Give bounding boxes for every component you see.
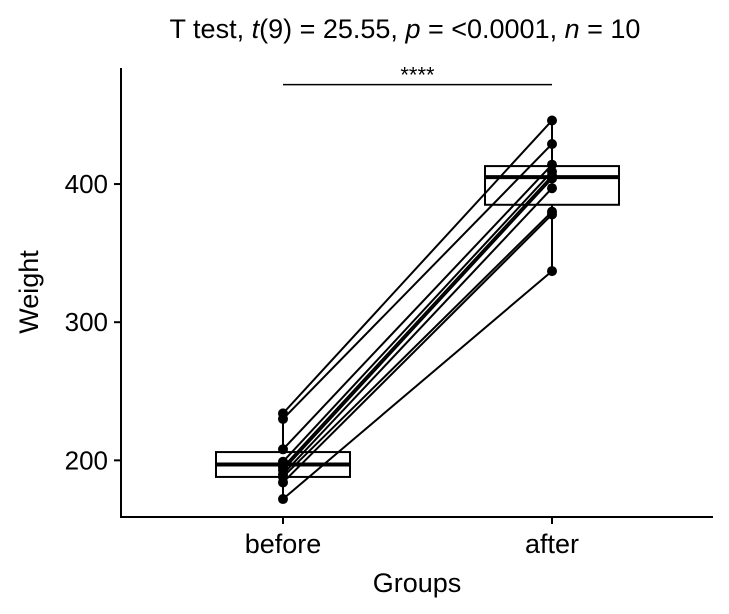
chart-title: T test, t(9) = 25.55, p = <0.0001, n = 1… [170,14,641,44]
x-tick-label-before: before [245,529,322,559]
pair-line-1 [282,270,553,500]
title-t-symbol: t [252,14,261,44]
pair-line-4 [282,187,553,475]
x-axis-label: Groups [373,568,462,598]
title-p-symbol: p [404,14,420,44]
title-text-3: = <0.0001, [420,14,564,44]
title-n-symbol: n [565,14,580,44]
significance-label: **** [400,63,435,88]
y-tick-label-200: 200 [65,445,108,475]
point-before-10 [278,408,288,419]
pair-line-9 [282,143,553,420]
point-before-1 [278,494,288,505]
point-after-8 [547,159,557,170]
point-after-7 [547,166,557,177]
point-before-8 [278,444,288,455]
point-before-7 [278,456,288,467]
point-after-3 [547,206,557,217]
point-after-4 [547,183,557,194]
y-tick-label-400: 400 [65,169,108,199]
y-axis-label: Weight [14,250,44,334]
title-text-4: = 10 [580,14,641,44]
title-text-2: (9) = 25.55, [259,14,405,44]
pair-line-10 [282,119,553,415]
point-after-9 [547,138,557,149]
pair-line-8 [282,164,553,450]
pair-line-6 [282,175,553,468]
point-after-10 [547,115,557,126]
point-after-1 [547,266,557,277]
pair-line-7 [282,170,553,463]
x-tick-label-after: after [525,529,579,559]
pair-line-5 [282,177,553,471]
y-tick-label-300: 300 [65,307,108,337]
pair-line-3 [282,210,553,478]
title-text-1: T test, [170,14,252,44]
pair-line-2 [282,213,553,484]
